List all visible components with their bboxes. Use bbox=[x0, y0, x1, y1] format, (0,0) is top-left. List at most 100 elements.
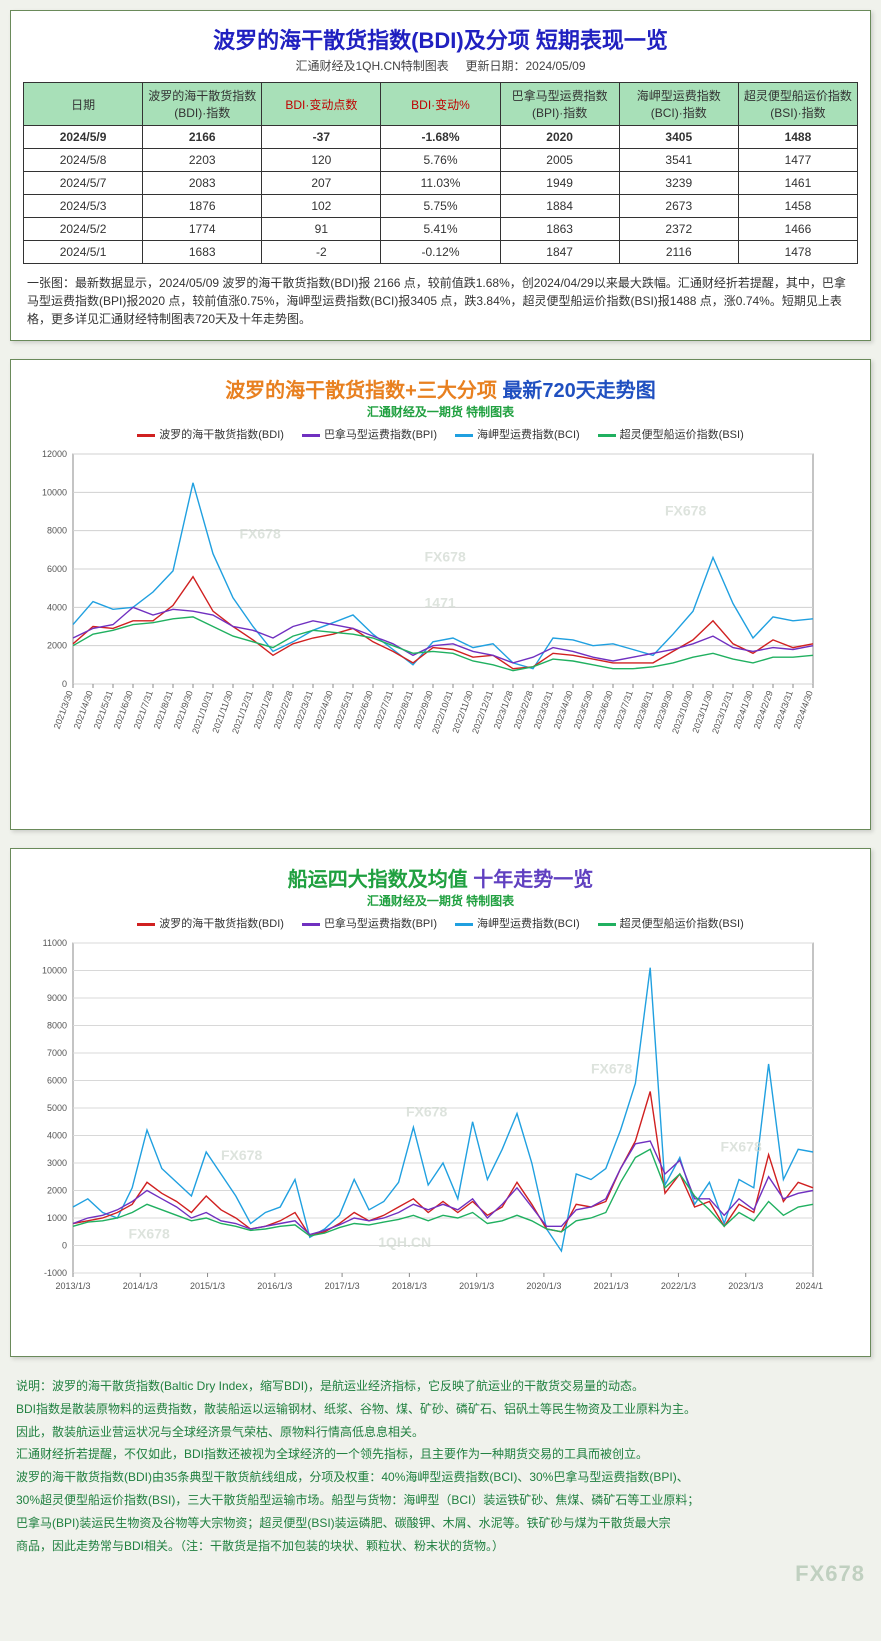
table-cell: 2024/5/3 bbox=[24, 195, 143, 218]
svg-text:2021/3/30: 2021/3/30 bbox=[52, 689, 75, 730]
svg-text:2022/7/31: 2022/7/31 bbox=[372, 689, 395, 730]
svg-text:2023/5/30: 2023/5/30 bbox=[572, 689, 595, 730]
table-title: 波罗的海干散货指数(BDI)及分项 短期表现一览 bbox=[23, 23, 858, 55]
chart10y-wrap: -100001000200030004000500060007000800090… bbox=[23, 933, 858, 1344]
svg-text:6000: 6000 bbox=[47, 564, 67, 574]
table-cell: -2 bbox=[262, 241, 381, 264]
chart720-wrap: 0200040006000800010000120002021/3/302021… bbox=[23, 444, 858, 817]
svg-text:2024/1/30: 2024/1/30 bbox=[732, 689, 755, 730]
table-cell: 1488 bbox=[738, 126, 857, 149]
table-cell: 1458 bbox=[738, 195, 857, 218]
legend-item: 巴拿马型运费指数(BPI) bbox=[302, 426, 437, 442]
note-line: BDI指数是散装原物料的运费指数，散装船运以运输钢材、纸浆、谷物、煤、矿砂、磷矿… bbox=[16, 1398, 865, 1421]
svg-text:2022/3/31: 2022/3/31 bbox=[292, 689, 315, 730]
svg-text:2022/2/28: 2022/2/28 bbox=[272, 689, 295, 730]
svg-text:2021/8/31: 2021/8/31 bbox=[152, 689, 175, 730]
table-row: 2024/5/7208320711.03%194932391461 bbox=[24, 172, 858, 195]
table-cell: 2166 bbox=[143, 126, 262, 149]
svg-text:FX678: FX678 bbox=[721, 1138, 762, 1154]
bdi-table: 日期波罗的海干散货指数(BDI)·指数BDI·变动点数BDI·变动%巴拿马型运费… bbox=[23, 82, 858, 264]
chart10y-svg: -100001000200030004000500060007000800090… bbox=[23, 933, 823, 1341]
svg-text:0: 0 bbox=[62, 1241, 67, 1251]
table-cell: 2083 bbox=[143, 172, 262, 195]
table-cell: 1847 bbox=[500, 241, 619, 264]
panel-table: 波罗的海干散货指数(BDI)及分项 短期表现一览 汇通财经及1QH.CN特制图表… bbox=[10, 10, 871, 341]
table-col-header: 巴拿马型运费指数(BPI)·指数 bbox=[500, 83, 619, 126]
table-cell: 1683 bbox=[143, 241, 262, 264]
note-line: 30%超灵便型船运价指数(BSI)，三大干散货船型运输市场。船型与货物：海岬型（… bbox=[16, 1489, 865, 1512]
table-subtitle: 汇通财经及1QH.CN特制图表 更新日期：2024/05/09 bbox=[23, 57, 858, 74]
svg-text:1000: 1000 bbox=[47, 1213, 67, 1223]
svg-text:2022/1/28: 2022/1/28 bbox=[252, 689, 275, 730]
svg-text:2023/7/31: 2023/7/31 bbox=[612, 689, 635, 730]
chart720-svg: 0200040006000800010000120002021/3/302021… bbox=[23, 444, 823, 814]
svg-text:2018/1/3: 2018/1/3 bbox=[392, 1281, 427, 1291]
table-row: 2024/5/21774915.41%186323721466 bbox=[24, 218, 858, 241]
table-cell: 2116 bbox=[619, 241, 738, 264]
table-col-header: 波罗的海干散货指数(BDI)·指数 bbox=[143, 83, 262, 126]
svg-text:FX678: FX678 bbox=[129, 1225, 170, 1241]
svg-text:2022/9/30: 2022/9/30 bbox=[412, 689, 435, 730]
svg-text:6000: 6000 bbox=[47, 1076, 67, 1086]
svg-text:FX678: FX678 bbox=[665, 502, 706, 518]
table-row: 2024/5/11683-2-0.12%184721161478 bbox=[24, 241, 858, 264]
note-line: 波罗的海干散货指数(BDI)由35条典型干散货航线组成，分项及权重：40%海岬型… bbox=[16, 1466, 865, 1489]
svg-text:2023/9/30: 2023/9/30 bbox=[652, 689, 675, 730]
svg-text:2020/1/3: 2020/1/3 bbox=[526, 1281, 561, 1291]
table-cell: 3541 bbox=[619, 149, 738, 172]
svg-text:2024/4/30: 2024/4/30 bbox=[792, 689, 815, 730]
svg-text:2022/12/31: 2022/12/31 bbox=[470, 689, 495, 735]
svg-text:2022/4/30: 2022/4/30 bbox=[312, 689, 335, 730]
svg-text:2022/6/30: 2022/6/30 bbox=[352, 689, 375, 730]
note-line: 因此，散装航运业营运状况与全球经济景气荣枯、原物料行情高低息息相关。 bbox=[16, 1421, 865, 1444]
table-cell: 2372 bbox=[619, 218, 738, 241]
footer-watermark: FX678 bbox=[10, 1561, 871, 1587]
table-cell: 2024/5/2 bbox=[24, 218, 143, 241]
svg-text:4000: 4000 bbox=[47, 1131, 67, 1141]
svg-text:0: 0 bbox=[62, 679, 67, 689]
legend-item: 波罗的海干散货指数(BDI) bbox=[137, 426, 284, 442]
table-col-header: BDI·变动% bbox=[381, 83, 500, 126]
table-col-header: 超灵便型船运价指数(BSI)·指数 bbox=[738, 83, 857, 126]
svg-text:1471: 1471 bbox=[425, 594, 456, 610]
subtitle-left: 汇通财经及1QH.CN特制图表 bbox=[295, 59, 448, 73]
chart720-title-right: 最新720天走势图 bbox=[502, 380, 655, 402]
svg-text:5000: 5000 bbox=[47, 1103, 67, 1113]
svg-text:2000: 2000 bbox=[47, 1186, 67, 1196]
table-caption: 一张图：最新数据显示，2024/05/09 波罗的海干散货指数(BDI)报 21… bbox=[23, 274, 858, 328]
chart720-title: 波罗的海干散货指数+三大分项 最新720天走势图 bbox=[23, 374, 858, 403]
table-cell: 2203 bbox=[143, 149, 262, 172]
svg-text:2022/5/31: 2022/5/31 bbox=[332, 689, 355, 730]
svg-text:FX678: FX678 bbox=[425, 548, 466, 564]
table-cell: 1461 bbox=[738, 172, 857, 195]
table-cell: 1863 bbox=[500, 218, 619, 241]
chart10y-title-left: 船运四大指数及均值 bbox=[288, 869, 468, 891]
table-cell: 11.03% bbox=[381, 172, 500, 195]
legend-item: 海岬型运费指数(BCI) bbox=[455, 915, 580, 931]
table-row: 2024/5/92166-37-1.68%202034051488 bbox=[24, 126, 858, 149]
legend-item: 巴拿马型运费指数(BPI) bbox=[302, 915, 437, 931]
svg-text:2021/9/30: 2021/9/30 bbox=[172, 689, 195, 730]
svg-text:FX678: FX678 bbox=[240, 525, 281, 541]
svg-text:7000: 7000 bbox=[47, 1048, 67, 1058]
svg-text:2019/1/3: 2019/1/3 bbox=[459, 1281, 494, 1291]
svg-text:2021/1/3: 2021/1/3 bbox=[594, 1281, 629, 1291]
svg-text:8000: 8000 bbox=[47, 1021, 67, 1031]
table-cell: 2024/5/7 bbox=[24, 172, 143, 195]
table-cell: -37 bbox=[262, 126, 381, 149]
svg-text:2016/1/3: 2016/1/3 bbox=[257, 1281, 292, 1291]
svg-text:2022/1/3: 2022/1/3 bbox=[661, 1281, 696, 1291]
svg-text:2023/2/28: 2023/2/28 bbox=[512, 689, 535, 730]
table-cell: 1466 bbox=[738, 218, 857, 241]
svg-text:2021/7/31: 2021/7/31 bbox=[132, 689, 155, 730]
table-cell: 2673 bbox=[619, 195, 738, 218]
svg-text:2021/4/30: 2021/4/30 bbox=[72, 689, 95, 730]
svg-text:4000: 4000 bbox=[47, 602, 67, 612]
svg-text:FX678: FX678 bbox=[406, 1104, 447, 1120]
table-cell: 2024/5/1 bbox=[24, 241, 143, 264]
svg-text:2023/12/31: 2023/12/31 bbox=[710, 689, 735, 735]
note-line: 汇通财经折若提醒，不仅如此，BDI指数还被视为全球经济的一个领先指标，且主要作为… bbox=[16, 1443, 865, 1466]
svg-text:2023/4/30: 2023/4/30 bbox=[552, 689, 575, 730]
legend-item: 波罗的海干散货指数(BDI) bbox=[137, 915, 284, 931]
panel-chart-720: 波罗的海干散货指数+三大分项 最新720天走势图 汇通财经及一期货 特制图表 波… bbox=[10, 359, 871, 830]
